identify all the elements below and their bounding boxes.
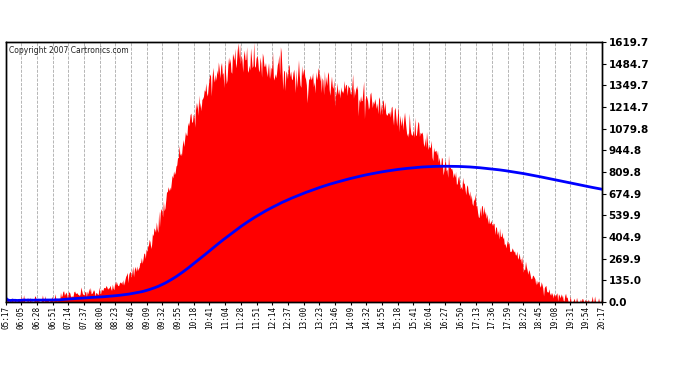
Text: West Array Actual Power (red) & Running Average Power (blue) (Watts) Tue Jun 19 : West Array Actual Power (red) & Running … xyxy=(58,12,632,22)
Text: Copyright 2007 Cartronics.com: Copyright 2007 Cartronics.com xyxy=(8,46,128,55)
